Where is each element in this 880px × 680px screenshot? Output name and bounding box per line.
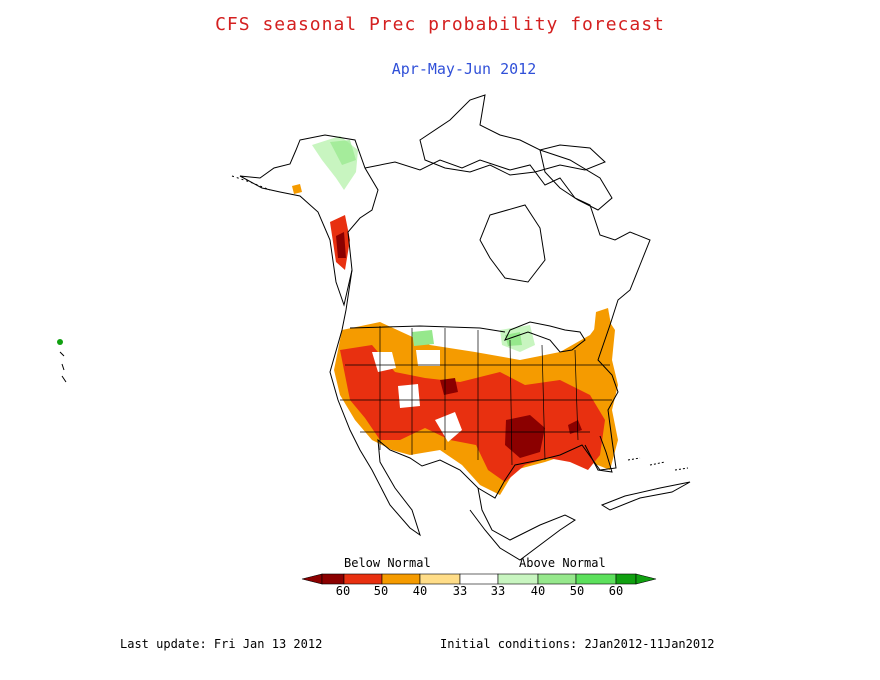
northcentral-above-shading	[412, 330, 434, 346]
legend-swatch-below-60	[321, 573, 345, 585]
us-canada-border	[349, 325, 506, 333]
legend-swatch-above-33	[497, 573, 539, 585]
legend-tick: 40	[412, 584, 428, 598]
us-normal-hole-3	[435, 412, 462, 442]
northeast-below-shading	[592, 308, 612, 356]
pacific-nw-below-60-shading	[336, 232, 346, 258]
cuba-outline	[600, 481, 691, 511]
us-normal-hole-4	[416, 350, 440, 366]
baffin-outline	[539, 149, 613, 211]
map-outlines	[59, 94, 691, 561]
legend-swatch-below-33	[419, 573, 461, 585]
probability-shading	[57, 136, 618, 495]
hudson-bay-outline	[479, 204, 546, 283]
legend-swatch-above-60	[615, 573, 637, 585]
us-below-60-shading	[505, 415, 545, 458]
legend-above-label: Above Normal	[519, 556, 606, 570]
legend-swatch-normal	[459, 573, 499, 585]
alaska-above-shading-2	[330, 140, 356, 165]
us-below-60-shading-2	[440, 378, 458, 395]
us-normal-hole-1	[372, 352, 396, 372]
legend-swatch-below-50	[343, 573, 383, 585]
legend-swatch-above-40	[537, 573, 577, 585]
alaska-south-below-shading	[292, 184, 302, 194]
forecast-period: Apr-May-Jun 2012	[391, 60, 537, 78]
initial-conditions: Initial conditions: 2Jan2012-11Jan2012	[440, 637, 715, 651]
alaska-outline	[239, 134, 379, 307]
legend-tick: 33	[490, 584, 506, 598]
aleutian-outline	[231, 175, 271, 191]
legend-tick: 60	[335, 584, 351, 598]
hawaii-above-shading	[57, 339, 63, 345]
legend-swatch-above-60-tip	[635, 573, 657, 585]
legend-tick: 50	[569, 584, 585, 598]
florida-outline	[584, 435, 613, 473]
us-below-60-shading-3	[568, 420, 582, 434]
state-boundaries	[340, 326, 612, 466]
legend-colorbar	[301, 573, 657, 585]
legend-tick: 50	[373, 584, 389, 598]
mexico-outline	[469, 487, 576, 561]
last-update: Last update: Fri Jan 13 2012	[120, 637, 323, 651]
legend-tick: 60	[608, 584, 624, 598]
legend-swatch-below-40	[381, 573, 421, 585]
caribbean-islands	[627, 457, 689, 471]
us-normal-hole-2	[398, 384, 420, 408]
legend-tick: 33	[452, 584, 468, 598]
legend-tick: 40	[530, 584, 546, 598]
arctic-islands-outline	[419, 94, 606, 176]
legend-below-label: Below Normal	[344, 556, 431, 570]
page-title: CFS seasonal Prec probability forecast	[215, 14, 665, 35]
legend-swatch-below-60-tip	[301, 573, 323, 585]
legend-swatch-above-50	[575, 573, 617, 585]
hawaii-outline	[59, 351, 67, 383]
great-lakes-outline	[504, 321, 586, 353]
